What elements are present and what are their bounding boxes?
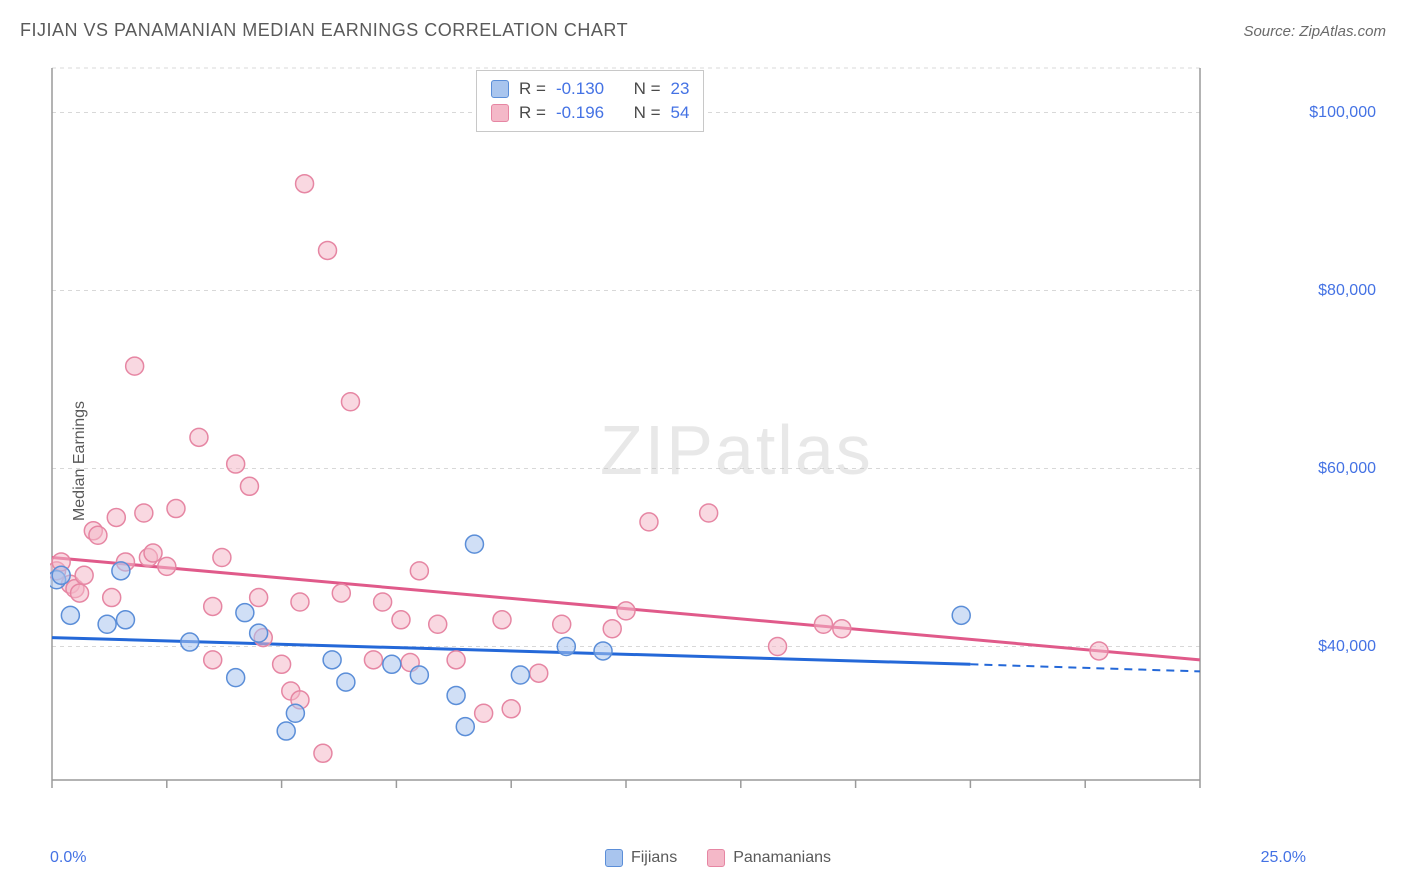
r-label: R = — [519, 79, 546, 99]
scatter-plot-svg — [50, 60, 1290, 820]
legend-item-panamanians: Panamanians — [707, 849, 831, 867]
panamanians-swatch-icon — [707, 849, 725, 867]
fijians-n-value: 23 — [671, 79, 690, 99]
correlation-stats-box: R = -0.130 N = 23 R = -0.196 N = 54 — [476, 70, 704, 132]
y-tick-label: $80,000 — [1318, 282, 1376, 300]
panamanians-legend-label: Panamanians — [733, 849, 831, 867]
stats-row-fijians: R = -0.130 N = 23 — [491, 77, 689, 101]
r-label: R = — [519, 103, 546, 123]
legend-item-fijians: Fijians — [605, 849, 677, 867]
n-label: N = — [634, 103, 661, 123]
fijians-swatch-icon — [491, 80, 509, 98]
y-tick-label: $40,000 — [1318, 638, 1376, 656]
n-label: N = — [634, 79, 661, 99]
stats-row-panamanians: R = -0.196 N = 54 — [491, 101, 689, 125]
fijians-legend-label: Fijians — [631, 849, 677, 867]
source-label: Source: ZipAtlas.com — [1243, 23, 1386, 40]
panamanians-n-value: 54 — [671, 103, 690, 123]
chart-title: FIJIAN VS PANAMANIAN MEDIAN EARNINGS COR… — [20, 20, 628, 41]
bottom-legend: Fijians Panamanians — [50, 849, 1386, 867]
panamanians-swatch-icon — [491, 104, 509, 122]
y-tick-label: $60,000 — [1318, 460, 1376, 478]
y-tick-label: $100,000 — [1309, 104, 1376, 122]
panamanians-r-value: -0.196 — [556, 103, 604, 123]
fijians-swatch-icon — [605, 849, 623, 867]
plot-area: Median Earnings $40,000$60,000$80,000$10… — [50, 60, 1386, 862]
fijians-r-value: -0.130 — [556, 79, 604, 99]
